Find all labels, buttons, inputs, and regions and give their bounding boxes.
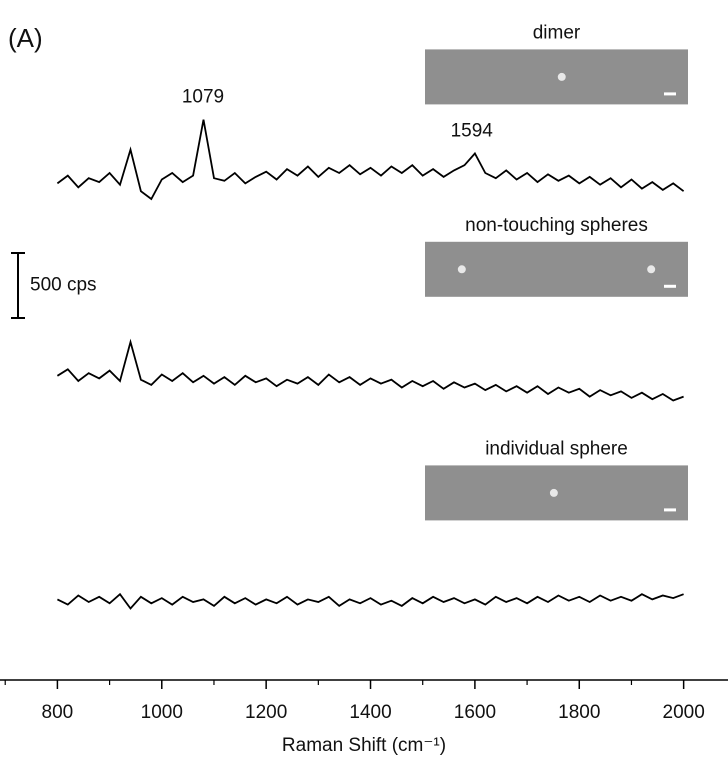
spectrum <box>56 592 684 610</box>
inset-scale-bar <box>664 284 676 288</box>
x-tick-label: 1800 <box>558 702 600 723</box>
inset-scale-bar <box>664 508 676 512</box>
panel-label: (A) <box>8 23 43 53</box>
inset-image <box>425 49 688 105</box>
x-tick-label: 1200 <box>245 702 287 723</box>
spectrum <box>56 338 684 402</box>
peak-label: 1079 <box>182 87 224 108</box>
particle <box>647 265 656 274</box>
series-label: dimer <box>533 22 581 43</box>
peak-label: 1594 <box>451 121 494 142</box>
particle <box>557 72 566 81</box>
x-tick-label: 800 <box>42 702 74 723</box>
particle <box>457 265 466 274</box>
spectrum <box>56 119 685 201</box>
x-tick-label: 1600 <box>454 702 496 723</box>
particle <box>549 488 558 497</box>
inset-scale-bar <box>664 92 676 96</box>
series-label: non-touching spheres <box>465 215 648 236</box>
series-label: individual sphere <box>485 438 628 459</box>
scale-bar-label: 500 cps <box>30 275 97 296</box>
x-tick-label: 1000 <box>141 702 183 723</box>
x-tick-label: 1400 <box>349 702 391 723</box>
inset-image <box>425 241 688 297</box>
x-tick-label: 2000 <box>663 702 705 723</box>
x-axis-title: Raman Shift (cm⁻¹) <box>282 735 446 756</box>
